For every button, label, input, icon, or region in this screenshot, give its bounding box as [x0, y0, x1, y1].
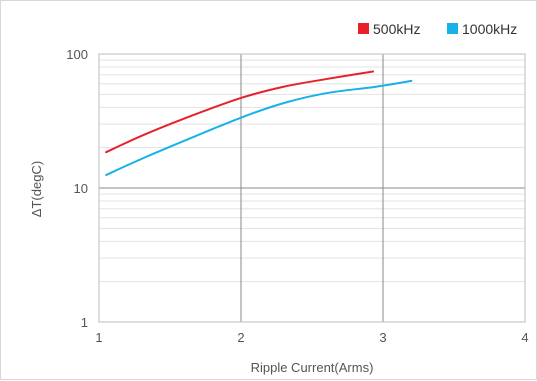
y-tick-label: 1 [81, 315, 88, 330]
series-line-500kHz [105, 70, 375, 154]
legend-swatch-1000kHz [447, 23, 458, 34]
legend-label-500kHz: 500kHz [373, 21, 420, 37]
x-tick-label: 2 [237, 330, 244, 345]
series-lines [105, 70, 413, 177]
y-tick-label: 10 [74, 181, 88, 196]
x-tick-label: 4 [521, 330, 528, 345]
x-tick-label: 3 [379, 330, 386, 345]
minor-grid [99, 59, 525, 283]
legend-label-1000kHz: 1000kHz [462, 21, 517, 37]
y-axis-label: ΔT(degC) [29, 161, 44, 217]
y-tick-label: 100 [66, 47, 88, 62]
y-axis-ticks: 1 10 100 [66, 47, 88, 330]
x-axis-label: Ripple Current(Arms) [251, 360, 374, 375]
x-tick-label: 1 [95, 330, 102, 345]
x-axis-ticks: 1 2 3 4 [95, 330, 528, 345]
legend: 500kHz 1000kHz [358, 21, 517, 37]
series-line-1000kHz [105, 79, 413, 177]
legend-swatch-500kHz [358, 23, 369, 34]
plot-frame [98, 53, 526, 323]
